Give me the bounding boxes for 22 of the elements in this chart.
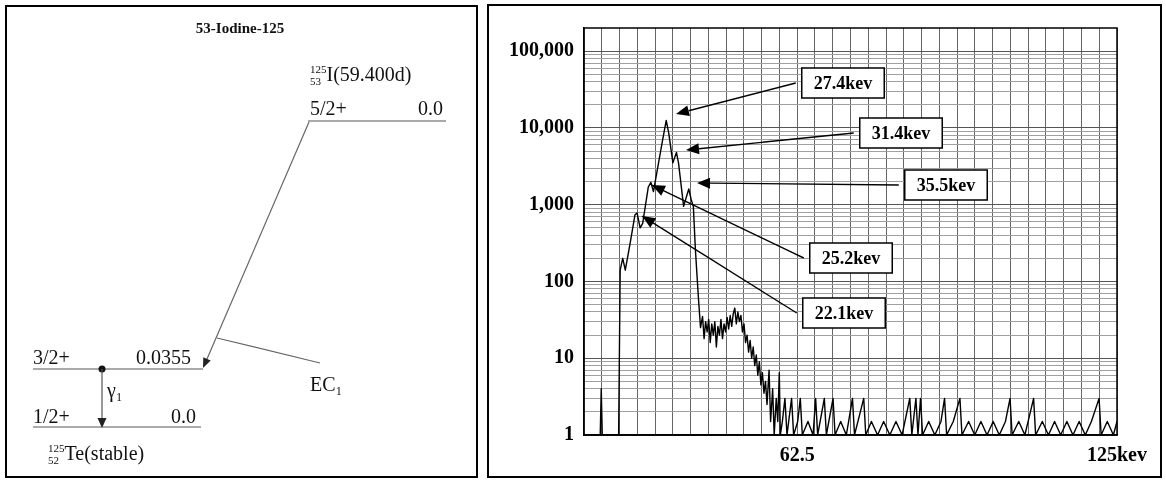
text: 3/2+: [33, 346, 70, 368]
text: 0.0355: [136, 346, 191, 368]
annotation: 25.2kev: [821, 247, 881, 268]
annotation: 22.1kev: [814, 302, 874, 323]
text: 5/2+: [310, 97, 347, 119]
y-tick-label: 1,000: [529, 191, 574, 214]
text: γ₁: [107, 379, 123, 401]
annotation: 27.4kev: [813, 72, 873, 93]
annotation: 31.4kev: [871, 122, 931, 143]
text: 0.0: [171, 405, 196, 427]
y-tick-label: 10,000: [519, 115, 574, 138]
y-tick-label: 1: [564, 422, 574, 445]
x-tick-label: 125kev: [1087, 443, 1147, 466]
y-tick-label: 10: [554, 345, 574, 368]
y-tick-label: 100: [544, 268, 574, 291]
y-tick-label: 100,000: [509, 38, 574, 61]
annotation: 35.5kev: [916, 174, 976, 195]
text: 0.0: [418, 97, 443, 119]
text: 53-Iodine-125: [195, 19, 285, 37]
x-tick-label: 62.5: [779, 443, 815, 466]
text: EC₁: [310, 373, 343, 395]
text: 1/2+: [33, 405, 70, 427]
